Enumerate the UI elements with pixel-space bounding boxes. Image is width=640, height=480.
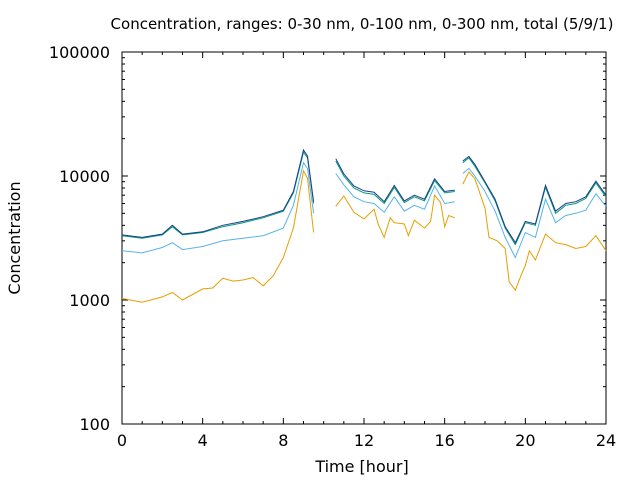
axis-ticks: 0 4 8 12 16 20 24 100 1000 10000 100000 (49, 43, 616, 450)
series-4-line-segment-3 (462, 155, 607, 244)
x-tick-label: 20 (515, 431, 535, 450)
x-axis-label: Time [hour] (314, 457, 408, 476)
series-2-line-segment-2 (335, 173, 455, 214)
y-axis-label: Concentration (5, 181, 24, 294)
series-4-line-segment-1 (121, 148, 315, 238)
x-tick-label: 0 (117, 431, 127, 450)
series-4-line-segment-2 (335, 158, 455, 203)
plot-border (121, 51, 607, 425)
series-2-line-segment-1 (121, 161, 315, 254)
chart-title: Concentration, ranges: 0-30 nm, 0-100 nm… (111, 15, 614, 33)
x-tick-label: 4 (198, 431, 208, 450)
x-tick-label: 8 (278, 431, 288, 450)
series-3-line-segment-3 (462, 157, 607, 246)
y-tick-label: 100 (79, 415, 110, 434)
series-1-line-segment-2 (335, 194, 455, 239)
y-tick-label: 10000 (59, 167, 110, 186)
y-tick-label: 100000 (49, 43, 110, 62)
x-tick-label: 12 (354, 431, 374, 450)
series-1-line-segment-1 (121, 169, 315, 303)
x-tick-label: 16 (434, 431, 454, 450)
series-1-line-segment-3 (462, 171, 607, 292)
series-2-line-segment-3 (462, 167, 607, 259)
plot-frame (121, 51, 607, 425)
series-3-line-segment-2 (335, 160, 455, 205)
y-tick-label: 1000 (69, 291, 110, 310)
x-tick-label: 24 (596, 431, 616, 450)
series-lines (121, 148, 607, 303)
